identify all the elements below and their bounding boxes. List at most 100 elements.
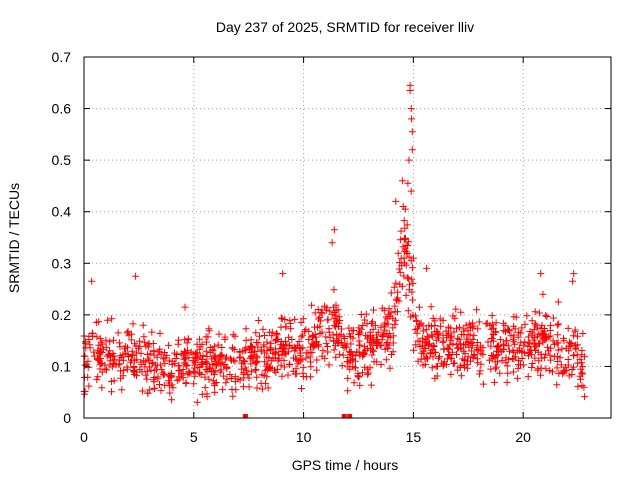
data-point (280, 356, 288, 364)
data-point (191, 354, 199, 362)
data-point (539, 338, 547, 346)
data-point (543, 313, 551, 320)
data-point (203, 353, 211, 360)
data-point (110, 352, 118, 360)
data-point (229, 344, 237, 352)
data-point (217, 351, 225, 359)
data-point (431, 374, 439, 382)
data-point (450, 328, 458, 336)
data-point (277, 361, 285, 369)
data-point (540, 331, 548, 338)
data-point (114, 329, 122, 337)
data-point (427, 349, 435, 357)
data-point (310, 341, 318, 348)
data-point (281, 345, 289, 353)
data-point (469, 353, 477, 361)
data-point (396, 280, 404, 288)
chart-title: Day 237 of 2025, SRMTID for receiver lli… (216, 19, 474, 35)
data-point (359, 352, 367, 360)
y-tick-label: 0.2 (52, 307, 72, 323)
data-point (277, 338, 285, 346)
data-point (138, 387, 146, 395)
data-point (421, 361, 429, 368)
data-point (251, 348, 259, 356)
data-point (503, 337, 511, 345)
data-point (526, 346, 534, 354)
data-point (160, 370, 168, 378)
data-point (384, 320, 392, 328)
data-point (460, 361, 468, 369)
data-point (196, 335, 204, 343)
data-point (405, 286, 413, 294)
data-point (344, 387, 352, 395)
data-point (265, 363, 273, 371)
data-point (274, 357, 282, 365)
data-point (240, 374, 248, 382)
data-point (487, 325, 495, 333)
data-point (229, 331, 237, 339)
data-point (457, 308, 465, 316)
data-point (228, 375, 236, 382)
data-point (506, 347, 513, 355)
data-point (547, 356, 555, 364)
data-point (176, 366, 184, 374)
data-point (181, 347, 188, 355)
data-point (311, 323, 318, 331)
data-point (473, 344, 481, 352)
data-point (488, 320, 496, 328)
data-point (308, 301, 316, 309)
data-point (464, 353, 472, 361)
data-point (554, 339, 562, 347)
data-point (553, 381, 561, 389)
data-point (425, 334, 433, 342)
data-point (419, 322, 427, 330)
data-point (242, 325, 250, 333)
y-tick-label: 0.3 (52, 255, 72, 271)
data-point (221, 333, 229, 341)
data-point (574, 332, 581, 340)
data-point (465, 320, 473, 328)
data-point (505, 356, 513, 364)
data-point (436, 315, 444, 323)
data-point (500, 327, 508, 335)
data-point (108, 388, 115, 396)
data-point (362, 310, 370, 318)
data-point (570, 351, 577, 359)
data-point (531, 354, 539, 362)
data-point (409, 296, 416, 304)
data-point (528, 360, 536, 367)
data-point (491, 358, 499, 366)
data-point (291, 315, 299, 323)
data-point (510, 331, 518, 339)
data-point (447, 334, 455, 342)
data-point (571, 341, 579, 349)
data-point (243, 366, 250, 374)
data-point (144, 341, 152, 349)
data-point (205, 327, 213, 335)
data-point (242, 336, 250, 344)
data-point (277, 341, 285, 349)
data-point (306, 349, 314, 357)
data-point (264, 360, 272, 368)
data-point (161, 349, 168, 356)
data-point (356, 329, 364, 337)
data-point (282, 323, 290, 331)
data-point (363, 365, 371, 373)
data-point (215, 330, 223, 338)
data-point (246, 345, 253, 353)
data-point (387, 289, 395, 297)
data-point (229, 392, 237, 400)
data-point (260, 349, 268, 357)
data-point (307, 373, 315, 381)
data-point (168, 396, 176, 404)
data-point (535, 309, 543, 317)
data-point (549, 337, 557, 345)
data-point (537, 270, 545, 278)
data-point (267, 357, 275, 365)
data-point (238, 365, 246, 373)
data-point (428, 322, 435, 330)
data-point (334, 306, 342, 314)
data-point (307, 363, 315, 371)
data-point (439, 337, 447, 345)
